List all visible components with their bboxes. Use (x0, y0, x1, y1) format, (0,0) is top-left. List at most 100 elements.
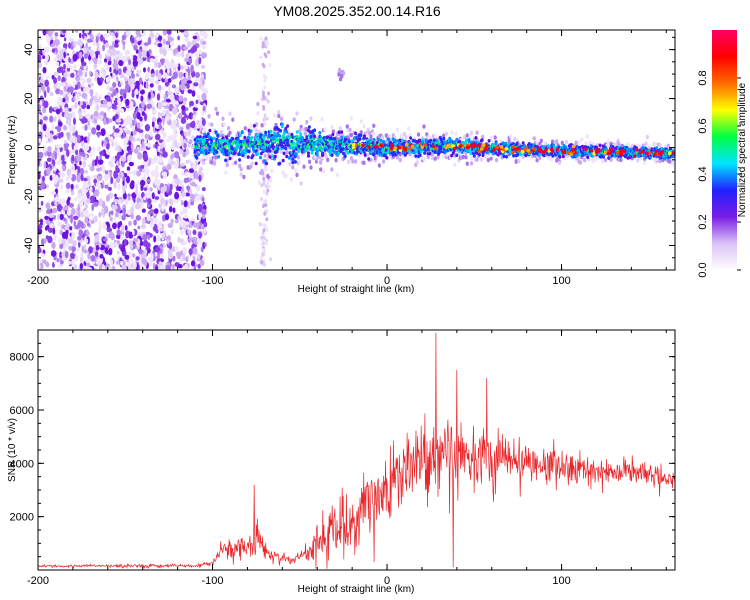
outlier-cell (265, 116, 269, 121)
noise-cell (166, 30, 172, 35)
halo-cell (384, 133, 388, 138)
outlier-cell (265, 43, 269, 48)
halo-cell (580, 137, 584, 142)
track-cell (286, 124, 290, 128)
noise-cell (172, 255, 176, 262)
noise-cell (167, 222, 173, 229)
track-cell (268, 155, 272, 159)
noise-cell (63, 51, 66, 59)
noise-cell (115, 118, 122, 123)
track-cell (409, 136, 413, 140)
noise-cell (154, 196, 160, 200)
noise-cell (62, 97, 66, 103)
halo-cell (493, 135, 497, 140)
noise-cell (64, 139, 67, 144)
noise-cell (162, 147, 166, 155)
noise-cell (151, 93, 155, 99)
noise-cell (110, 176, 114, 185)
noise-cell (100, 111, 105, 116)
noise-cell (142, 152, 148, 161)
noise-cell (144, 124, 150, 132)
noise-cell (116, 151, 121, 160)
noise-cell (149, 89, 153, 94)
halo-cell (594, 156, 598, 162)
halo-cell (231, 161, 235, 166)
noise-cell (83, 177, 88, 182)
outlier-cell (260, 260, 264, 265)
outlier-cell (262, 176, 265, 181)
noise-cell (148, 160, 151, 166)
noise-cell (87, 122, 90, 127)
noise-cell (158, 203, 162, 209)
noise-cell (127, 154, 133, 162)
noise-cell (130, 206, 134, 214)
noise-cell (68, 245, 72, 251)
noise-cell (185, 52, 190, 60)
noise-cell (51, 153, 55, 160)
noise-cell (66, 72, 71, 77)
noise-cell (184, 57, 190, 62)
track-cell (438, 150, 442, 154)
noise-cell (101, 165, 105, 172)
noise-cell (177, 236, 181, 243)
noise-cell (57, 96, 63, 102)
noise-cell (119, 171, 122, 179)
noise-cell (59, 260, 64, 265)
noise-cell (143, 196, 147, 201)
noise-cell (118, 59, 124, 67)
noise-cell (121, 214, 126, 221)
noise-cell (80, 101, 83, 106)
noise-cell (198, 49, 203, 55)
noise-cell (39, 119, 43, 125)
noise-cell (128, 100, 134, 108)
track-cell (280, 124, 284, 129)
noise-cell (132, 243, 136, 250)
noise-cell (141, 101, 145, 108)
track-cell (195, 156, 199, 160)
noise-cell (104, 32, 110, 38)
noise-cell (110, 210, 114, 216)
noise-cell (80, 167, 84, 175)
halo-cell (345, 124, 349, 129)
outlier-cell (263, 153, 267, 158)
noise-cell (198, 231, 202, 239)
halo-cell (644, 141, 648, 146)
noise-cell (156, 234, 161, 242)
noise-cell (112, 125, 116, 131)
track-cell (308, 130, 312, 134)
noise-cell (82, 181, 88, 186)
noise-cell (48, 106, 53, 114)
noise-cell (97, 146, 102, 153)
noise-cell (197, 203, 203, 211)
noise-cell (189, 100, 194, 107)
noise-cell (147, 142, 152, 148)
noise-cell (49, 133, 53, 141)
noise-cell (95, 245, 100, 251)
noise-cell (199, 166, 203, 172)
noise-cell (146, 178, 151, 183)
noise-cell (133, 219, 137, 226)
noise-cell (107, 186, 112, 191)
noise-cell (132, 238, 139, 243)
noise-cell (86, 191, 90, 199)
halo-cell (196, 124, 200, 129)
noise-cell (128, 231, 134, 239)
noise-cell (107, 182, 112, 186)
noise-cell (134, 88, 139, 95)
noise-cell (42, 218, 46, 227)
noise-cell (115, 32, 119, 39)
noise-cell (39, 78, 45, 83)
noise-cell (98, 53, 103, 60)
noise-cell (139, 83, 143, 91)
track-cell (313, 134, 317, 139)
noise-cell (161, 86, 166, 91)
track-cell (246, 155, 250, 159)
noise-cell (147, 197, 152, 205)
noise-cell (188, 236, 193, 243)
track-cell (432, 138, 436, 142)
noise-cell (56, 148, 61, 156)
track-cell (487, 139, 491, 143)
noise-cell (165, 264, 171, 270)
noise-cell (113, 43, 119, 48)
